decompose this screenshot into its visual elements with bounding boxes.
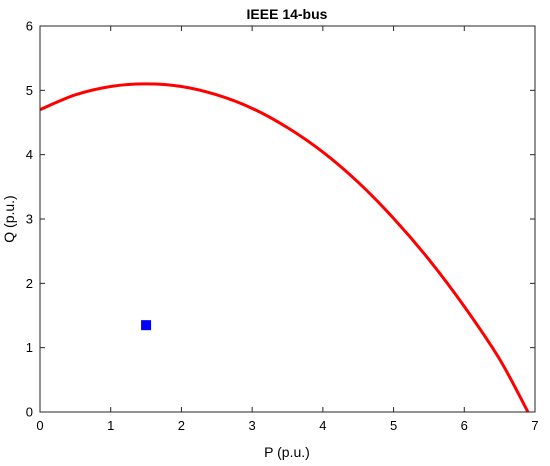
- x-tick-label: 1: [107, 418, 114, 433]
- y-axis-label: Q (p.u.): [1, 195, 17, 242]
- operating-point-marker: [141, 320, 152, 331]
- y-tick-label: 5: [26, 83, 33, 98]
- y-tick-label: 2: [26, 276, 33, 291]
- x-tick-label: 7: [531, 418, 538, 433]
- y-tick-label: 0: [26, 405, 33, 420]
- y-tick-label: 6: [26, 19, 33, 34]
- x-tick-label: 4: [319, 418, 326, 433]
- pq-capability-curve: [39, 82, 530, 413]
- ticks-layer: 0 1 2 3 4 5 6 7 0 1 2 3 4 5 6: [26, 19, 539, 434]
- x-tick-label: 2: [178, 418, 185, 433]
- x-axis-label: P (p.u.): [264, 444, 310, 460]
- y-tick-label: 4: [26, 147, 33, 162]
- series-layer: [39, 82, 530, 413]
- x-tick-label: 3: [249, 418, 256, 433]
- plot-area: [40, 26, 535, 412]
- x-tick-label: 5: [390, 418, 397, 433]
- axes-box: [39, 25, 536, 413]
- y-tick-label: 1: [26, 340, 33, 355]
- y-tick-label: 3: [26, 212, 33, 227]
- x-tick-label: 0: [36, 418, 43, 433]
- chart-title: IEEE 14-bus: [247, 6, 328, 22]
- x-tick-label: 6: [461, 418, 468, 433]
